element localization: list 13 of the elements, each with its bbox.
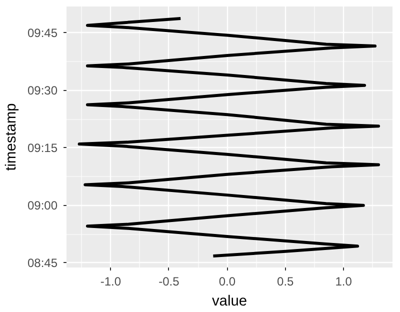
x-tick-label: 0.5: [277, 274, 294, 288]
line-series: [78, 16, 380, 258]
x-tick-label: 0.0: [218, 274, 236, 288]
x-axis-title: value: [212, 294, 248, 310]
x-tick-label: -1.0: [100, 274, 122, 288]
y-tick-label: 09:15: [27, 140, 58, 155]
x-tick-label: -0.5: [158, 274, 180, 288]
y-axis-title: timestamp: [3, 103, 20, 171]
x-tick-label: 1.0: [335, 274, 352, 288]
y-tick-label: 09:30: [27, 83, 58, 98]
y-tick-label: 08:45: [27, 256, 58, 270]
y-tick-label: 09:45: [27, 26, 58, 40]
y-tick-label: 09:00: [27, 198, 58, 212]
